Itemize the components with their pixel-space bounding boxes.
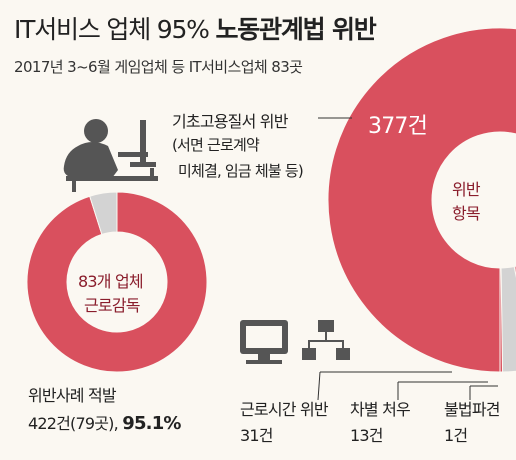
- leader-working-hours: [317, 371, 321, 401]
- left-caption-percent: 95.1%: [122, 413, 181, 434]
- left-caption-label: 위반사례 적발: [28, 386, 117, 405]
- slice-value-discrimination: 13건: [350, 426, 383, 445]
- left-caption-count: 422건(79곳), 95.1%: [28, 410, 181, 434]
- left-slice-violation: [26, 191, 208, 373]
- slice-value-basic-employment: 377건: [368, 114, 428, 139]
- left-caption-count-text: 422건(79곳),: [28, 414, 119, 433]
- title-light: IT서비스 업체 95%: [14, 15, 210, 44]
- right-center-label-1: 위반: [452, 180, 481, 199]
- monitor-icon: [240, 320, 288, 364]
- chart-title: IT서비스 업체 95% 노동관계법 위반: [14, 10, 377, 46]
- slice-label-basic-employment: 기초고용질서 위반: [172, 112, 288, 131]
- slice-note-line-1: (서면 근로계약: [172, 136, 260, 154]
- slice-note-line-2: 미체결, 임금 체불 등): [178, 162, 304, 180]
- left-slice-other: [89, 191, 118, 235]
- right-center-label-2: 항목: [452, 204, 481, 223]
- slice-value-illegal-dispatch: 1건: [444, 426, 468, 445]
- slice-label-working-hours: 근로시간 위반: [240, 400, 329, 419]
- chart-subtitle: 2017년 3~6월 게임업체 등 IT서비스업체 83곳: [14, 58, 303, 76]
- network-icon: [302, 320, 350, 360]
- slice-label-illegal-dispatch: 불법파견: [444, 400, 500, 419]
- slice-label-discrimination: 차별 처우: [350, 400, 411, 419]
- left-center-label-1: 83개 업체: [78, 272, 144, 291]
- title-bold: 노동관계법 위반: [215, 15, 376, 44]
- slice-value-working-hours: 31건: [240, 426, 273, 445]
- person-at-computer-icon: [63, 119, 158, 192]
- right-slice-discrimination: [500, 265, 516, 373]
- right-slice-basic-employment: [327, 27, 516, 373]
- left-center-label-2: 근로감독: [84, 296, 140, 315]
- right-slice-illegal-dispatch: [499, 267, 504, 373]
